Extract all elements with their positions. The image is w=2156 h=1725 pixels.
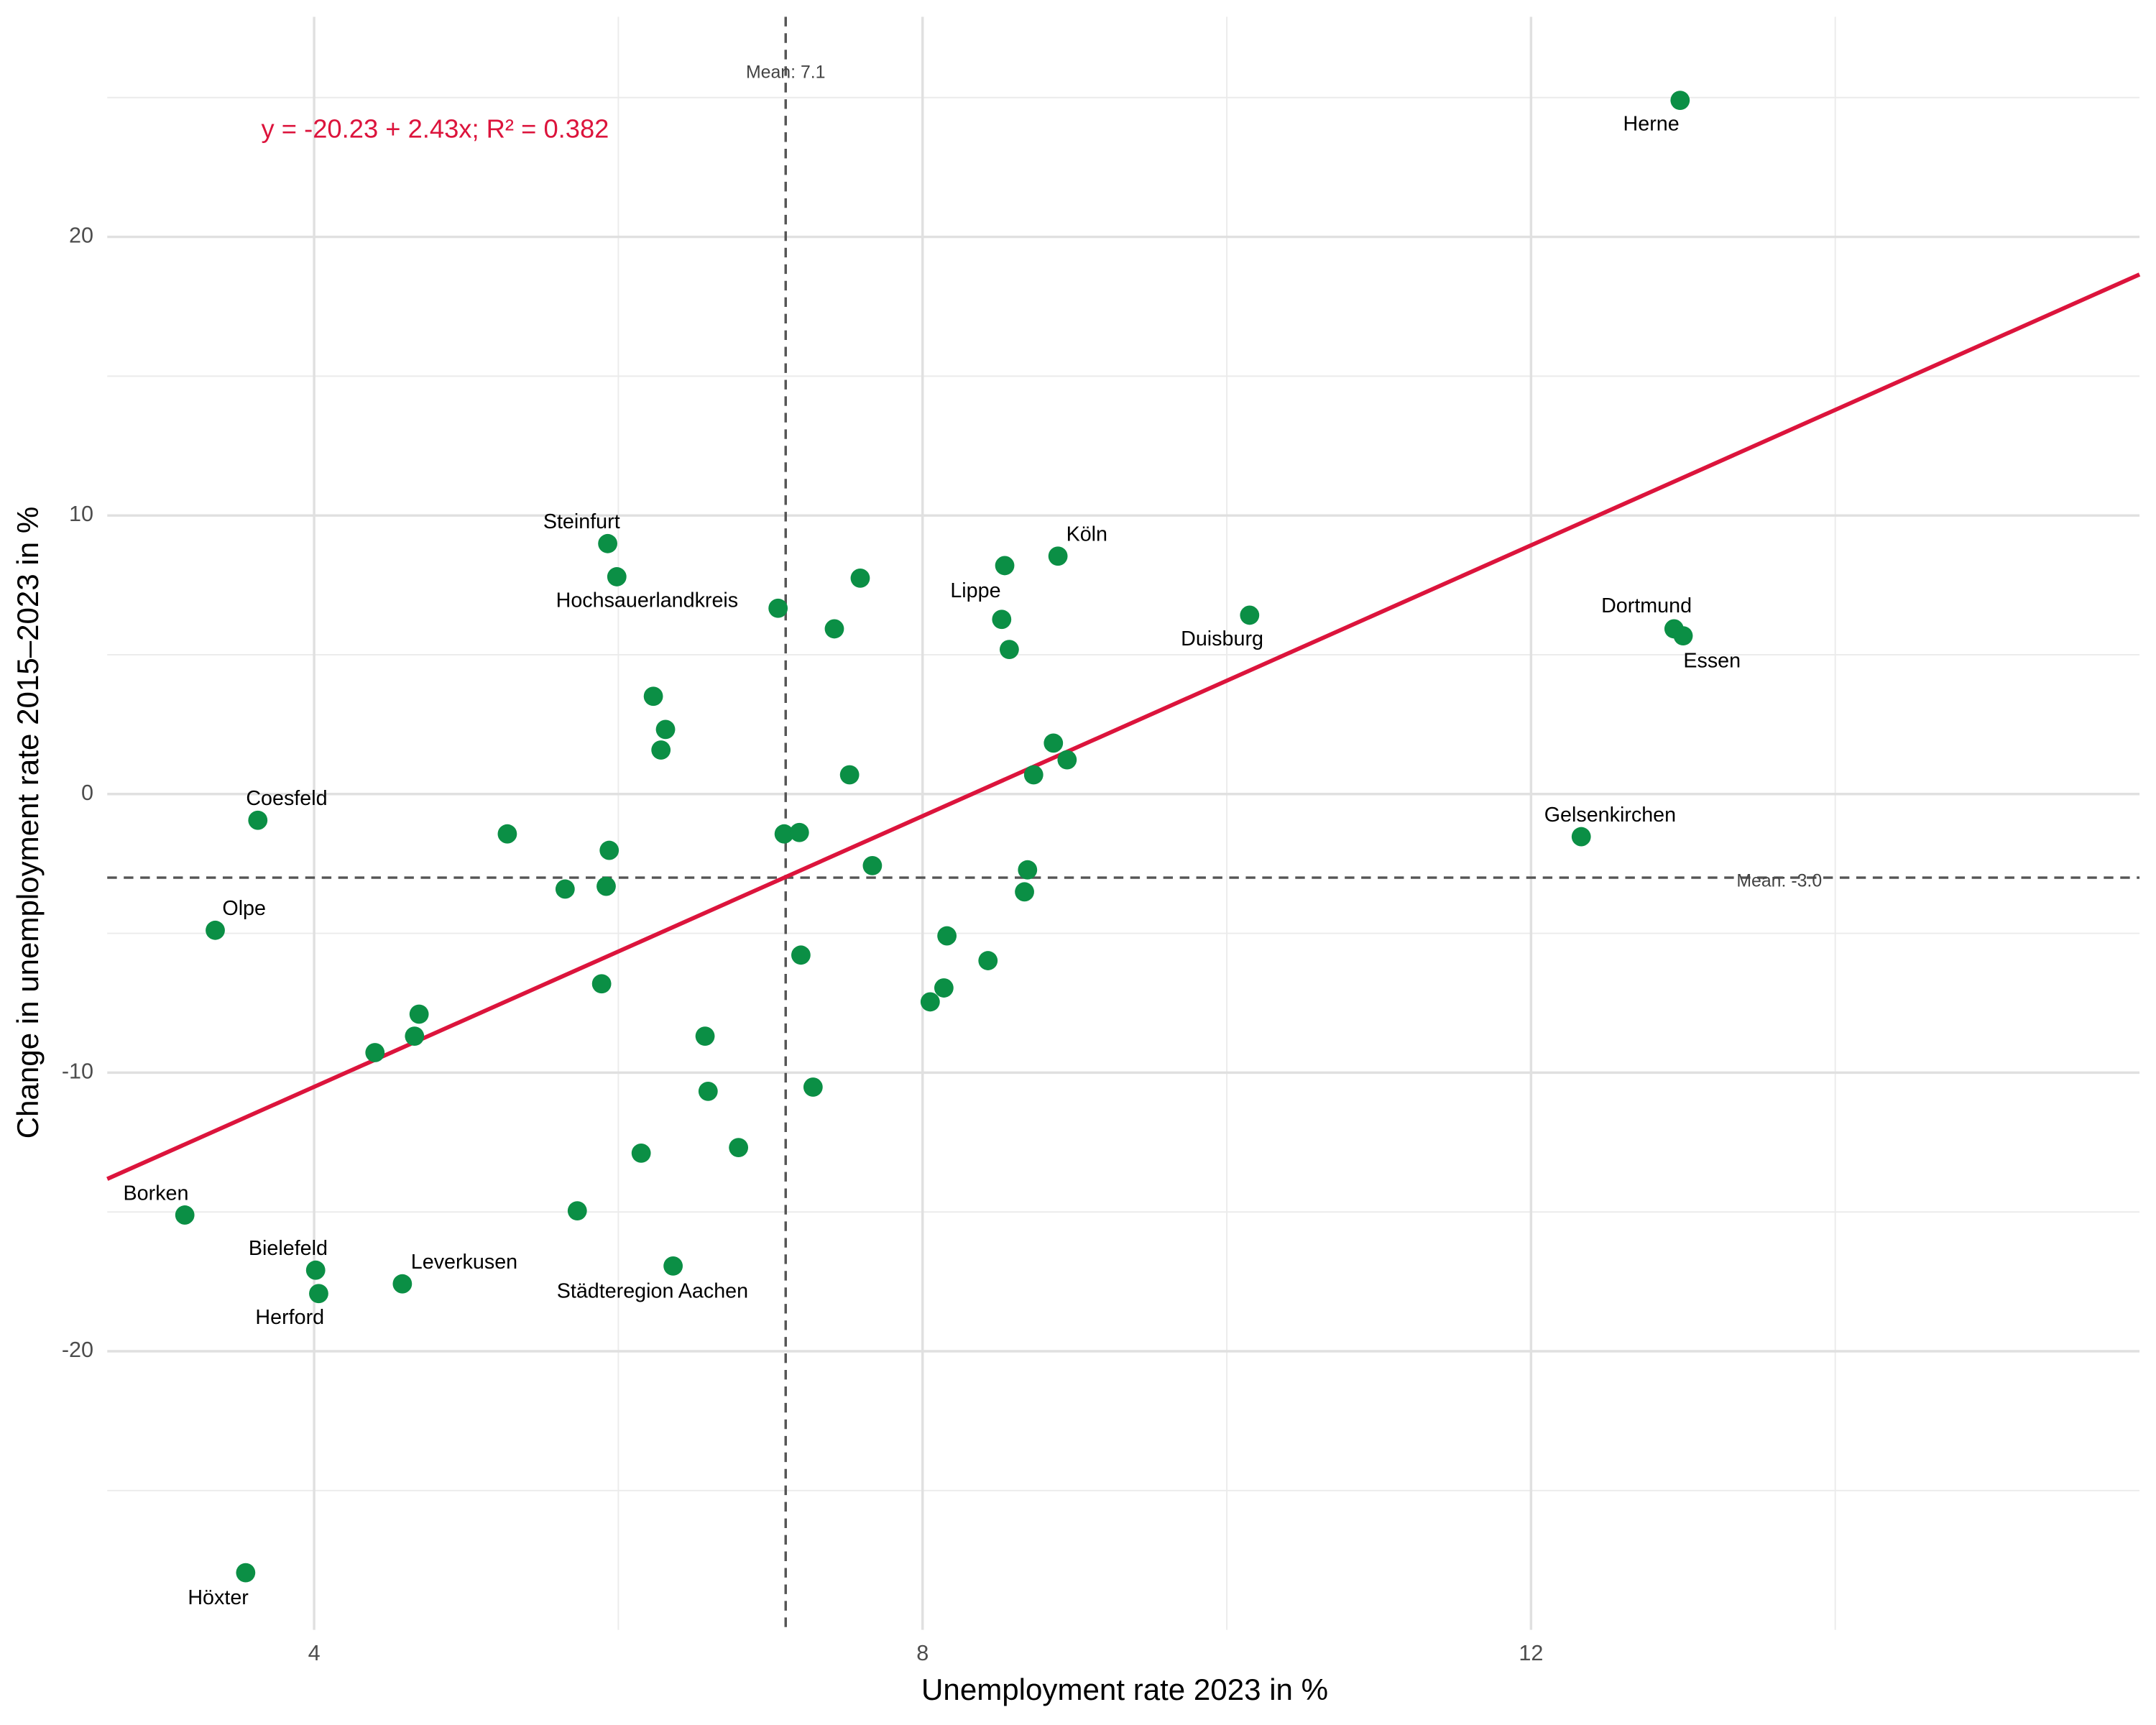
point-label: Städteregion Aachen	[557, 1279, 748, 1302]
point	[305, 1260, 326, 1280]
point	[695, 1026, 715, 1046]
regression-equation: y = -20.23 + 2.43x; R² = 0.382	[262, 114, 609, 144]
point-label: Coesfeld	[246, 787, 327, 810]
point	[850, 568, 870, 588]
point	[497, 824, 517, 844]
point	[175, 1205, 195, 1225]
point	[999, 640, 1019, 659]
point	[992, 610, 1012, 630]
point	[937, 926, 957, 946]
point	[1670, 91, 1690, 111]
y-tick-label: -20	[62, 1338, 93, 1362]
point	[1015, 882, 1034, 902]
point	[1057, 750, 1077, 770]
point	[591, 974, 612, 994]
point	[995, 556, 1015, 576]
point-label: Dortmund	[1601, 594, 1692, 617]
point	[596, 876, 616, 896]
mean-label: Mean: -3.0	[1736, 870, 1822, 891]
point	[729, 1138, 749, 1158]
point-label: Höxter	[188, 1586, 249, 1609]
y-axis-title: Change in unemployment rate 2015–2023 in…	[11, 507, 45, 1139]
point	[409, 1004, 429, 1024]
point-label: Herford	[255, 1306, 324, 1329]
point-label: Hochsauerlandkreis	[556, 589, 739, 612]
point	[1048, 546, 1068, 566]
point	[365, 1043, 385, 1062]
point	[839, 765, 860, 785]
point	[862, 855, 883, 875]
point-label: Duisburg	[1181, 627, 1263, 650]
point	[631, 1144, 651, 1163]
point	[1571, 827, 1591, 847]
point	[248, 810, 268, 830]
point	[934, 978, 954, 998]
point	[824, 619, 844, 639]
point-label: Olpe	[222, 897, 266, 920]
point	[655, 719, 676, 740]
point-label: Lippe	[950, 579, 1000, 602]
point	[567, 1201, 587, 1221]
x-tick-label: 4	[308, 1641, 321, 1665]
mean-label: Mean: 7.1	[746, 62, 826, 82]
point	[555, 879, 575, 899]
point	[1023, 765, 1044, 785]
x-tick-label: 8	[916, 1641, 929, 1665]
point	[1044, 733, 1064, 753]
point	[643, 686, 663, 707]
point-label: Steinfurt	[543, 510, 620, 533]
point-label: Herne	[1623, 113, 1680, 136]
point	[663, 1256, 683, 1276]
y-tick-label: 10	[69, 502, 93, 526]
point	[920, 992, 940, 1012]
point	[803, 1077, 823, 1097]
point	[405, 1026, 425, 1046]
x-tick-label: 12	[1519, 1641, 1543, 1665]
y-tick-label: 0	[81, 781, 93, 805]
point	[206, 920, 225, 940]
point	[309, 1284, 328, 1304]
point	[789, 822, 809, 842]
point	[791, 945, 811, 965]
y-tick-label: 20	[69, 224, 93, 248]
point	[599, 840, 619, 860]
point	[1673, 626, 1693, 646]
point	[607, 567, 627, 586]
point-label: Köln	[1067, 523, 1107, 546]
point	[978, 951, 998, 970]
point	[698, 1081, 718, 1101]
point-label: Essen	[1683, 650, 1741, 673]
regression-line	[106, 272, 2141, 1181]
x-axis-title: Unemployment rate 2023 in %	[921, 1673, 1328, 1706]
point	[392, 1274, 413, 1294]
point-label: Gelsenkirchen	[1544, 804, 1676, 827]
point	[1240, 605, 1260, 625]
point-label: Bielefeld	[249, 1237, 328, 1260]
point	[651, 740, 671, 760]
point	[774, 824, 794, 844]
point	[1018, 860, 1038, 880]
point	[598, 533, 617, 553]
point	[236, 1563, 256, 1583]
point	[768, 598, 788, 618]
y-tick-label: -10	[62, 1059, 93, 1083]
point-label: Leverkusen	[411, 1251, 517, 1274]
point-label: Borken	[124, 1182, 189, 1205]
